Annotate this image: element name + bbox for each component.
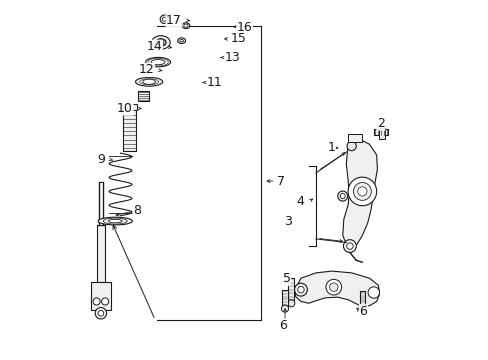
Bar xyxy=(288,278,294,301)
Polygon shape xyxy=(156,39,165,46)
Ellipse shape xyxy=(183,24,188,27)
Circle shape xyxy=(102,298,108,305)
Text: 8: 8 xyxy=(133,204,141,217)
Text: 15: 15 xyxy=(230,32,245,45)
Ellipse shape xyxy=(180,40,183,42)
Text: 4: 4 xyxy=(296,195,304,208)
Bar xyxy=(373,129,387,135)
Ellipse shape xyxy=(151,59,164,65)
Polygon shape xyxy=(295,271,379,306)
Circle shape xyxy=(367,287,379,298)
Text: 10: 10 xyxy=(117,102,133,115)
Text: 5: 5 xyxy=(282,273,290,285)
Circle shape xyxy=(297,287,304,293)
Text: 7: 7 xyxy=(276,175,284,188)
Circle shape xyxy=(357,187,366,196)
Ellipse shape xyxy=(177,38,185,44)
Text: 12: 12 xyxy=(139,63,154,76)
Circle shape xyxy=(337,191,347,201)
Polygon shape xyxy=(342,139,377,246)
Circle shape xyxy=(160,15,168,23)
Circle shape xyxy=(346,243,352,249)
Circle shape xyxy=(294,283,307,296)
Circle shape xyxy=(158,40,163,45)
Bar xyxy=(97,225,104,282)
Ellipse shape xyxy=(182,23,189,28)
Text: 2: 2 xyxy=(376,117,384,130)
Circle shape xyxy=(353,183,370,201)
Text: 1: 1 xyxy=(326,141,335,154)
Bar xyxy=(347,134,362,143)
Circle shape xyxy=(162,17,166,21)
Ellipse shape xyxy=(145,58,170,67)
Text: 17: 17 xyxy=(166,14,182,27)
Text: 3: 3 xyxy=(284,215,291,228)
Text: 13: 13 xyxy=(224,51,240,64)
Bar xyxy=(123,107,136,152)
Circle shape xyxy=(329,283,337,292)
Ellipse shape xyxy=(151,36,170,49)
Bar xyxy=(91,282,110,310)
Ellipse shape xyxy=(155,39,166,46)
Circle shape xyxy=(343,240,356,252)
Bar xyxy=(138,91,149,102)
Bar xyxy=(282,290,287,306)
Text: 9: 9 xyxy=(97,153,105,166)
Ellipse shape xyxy=(98,217,132,225)
Ellipse shape xyxy=(108,219,122,223)
Circle shape xyxy=(346,141,356,151)
Text: 6: 6 xyxy=(279,319,286,332)
Bar xyxy=(359,292,365,306)
Circle shape xyxy=(340,194,345,199)
Text: 6: 6 xyxy=(359,305,366,318)
Text: 14: 14 xyxy=(146,40,162,53)
Circle shape xyxy=(98,310,103,316)
Ellipse shape xyxy=(142,79,155,84)
Circle shape xyxy=(325,279,341,295)
Text: 16: 16 xyxy=(236,21,252,33)
Circle shape xyxy=(281,305,288,312)
Circle shape xyxy=(93,298,100,305)
Bar xyxy=(378,128,384,139)
Bar xyxy=(122,104,137,111)
Circle shape xyxy=(358,305,366,312)
Ellipse shape xyxy=(135,77,163,86)
Text: 11: 11 xyxy=(206,76,223,89)
Circle shape xyxy=(347,177,376,206)
Circle shape xyxy=(287,300,294,307)
Circle shape xyxy=(95,307,106,319)
